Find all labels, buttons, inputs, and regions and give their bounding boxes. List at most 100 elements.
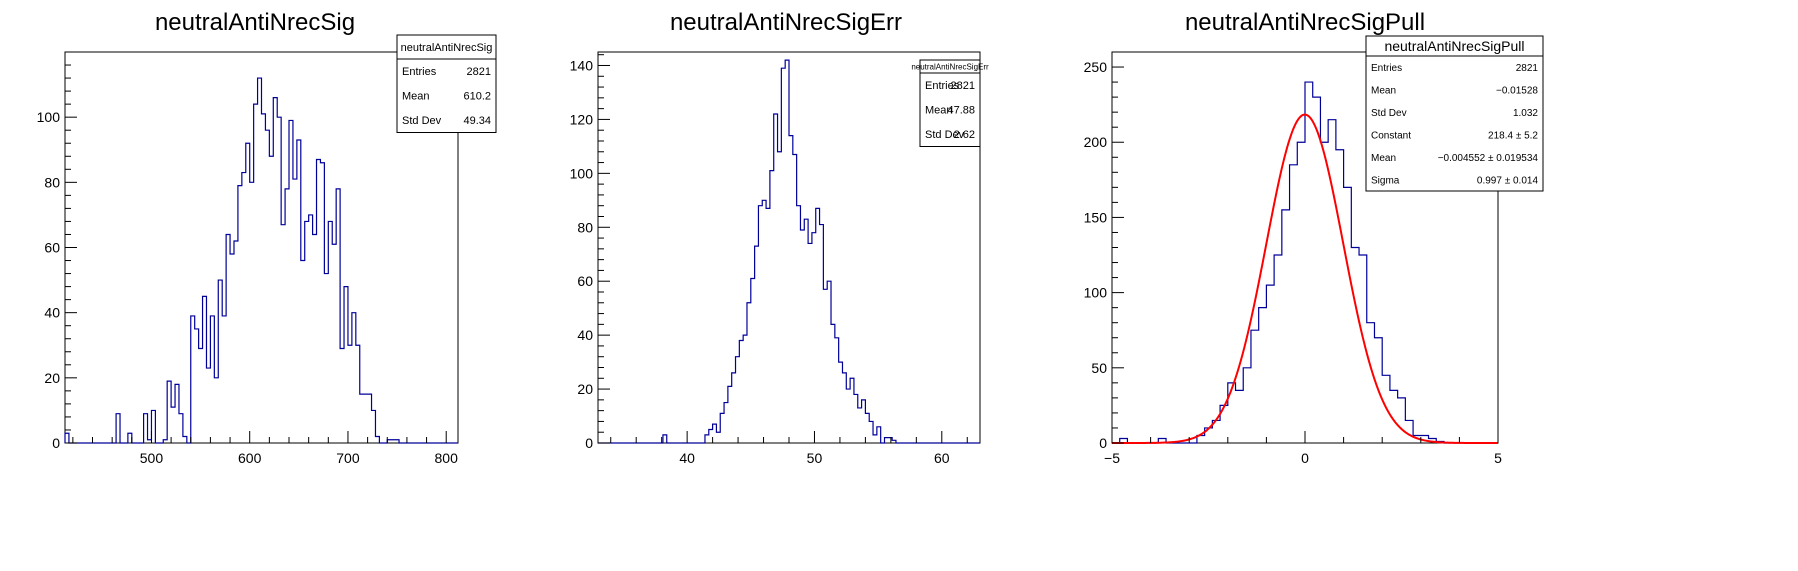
y-tick-label: 40 xyxy=(577,327,593,343)
x-tick-label: 500 xyxy=(140,450,164,466)
histogram-bin xyxy=(1282,210,1290,443)
y-tick-label: 100 xyxy=(37,109,61,125)
histogram-bin xyxy=(789,136,793,443)
histogram-bin xyxy=(273,98,277,443)
histogram-bin xyxy=(1251,330,1259,443)
histogram-bin xyxy=(195,329,199,443)
histogram-bin xyxy=(1320,142,1328,443)
histogram-bin xyxy=(758,206,762,443)
histogram-bin xyxy=(163,440,167,443)
histogram-bin xyxy=(352,313,356,443)
histogram-bin xyxy=(850,378,854,443)
histogram-bin xyxy=(827,281,831,443)
histogram-bin xyxy=(222,316,226,443)
histogram-bin xyxy=(716,432,720,443)
histogram-bin xyxy=(1367,323,1375,443)
stats-box-frame xyxy=(919,59,981,147)
histogram-bin xyxy=(144,414,148,443)
histogram-bin xyxy=(858,408,862,443)
histogram-bin xyxy=(199,349,203,443)
stats-label: Sigma xyxy=(1371,175,1400,186)
stats-value: 2821 xyxy=(951,80,975,92)
histogram-bin xyxy=(242,173,246,443)
histogram-bin xyxy=(1297,142,1305,443)
stats-label: Mean xyxy=(1371,153,1396,164)
histogram-bin xyxy=(793,154,797,443)
histogram-bin xyxy=(869,421,873,443)
stats-value: 0.997 ± 0.014 xyxy=(1477,175,1539,186)
histogram-bin xyxy=(785,60,789,443)
y-tick-label: 100 xyxy=(570,165,594,181)
x-tick-label: 600 xyxy=(238,450,262,466)
histogram-bin xyxy=(336,189,340,443)
histogram-bin xyxy=(873,435,877,443)
histogram-bin xyxy=(230,254,234,443)
histogram-bin xyxy=(293,179,297,443)
stats-label: Std Dev xyxy=(1371,108,1407,119)
stats-label: Constant xyxy=(1371,130,1411,141)
stats-value: −0.004552 ± 0.019534 xyxy=(1438,153,1539,164)
histogram-bin xyxy=(888,438,892,443)
histogram-bin xyxy=(203,296,207,443)
histogram-bin xyxy=(766,208,770,443)
y-tick-label: 0 xyxy=(52,435,60,451)
gaussian-fit-line xyxy=(1112,113,1498,444)
histogram-bin xyxy=(1290,165,1298,443)
histogram-bin xyxy=(313,234,317,443)
histogram-bin xyxy=(372,410,376,443)
histogram-bin xyxy=(391,440,395,443)
histogram-bin xyxy=(816,208,820,443)
histogram-series xyxy=(1112,81,1498,444)
histogram-bin xyxy=(797,206,801,443)
y-tick-label: 60 xyxy=(577,273,593,289)
histogram-bin xyxy=(823,289,827,443)
histogram-panel-2: neutralAntiNrecSigErr 40 50 60 0 20 40 60 80 100 1… xyxy=(570,9,989,466)
stats-label: Entries xyxy=(925,80,960,92)
histogram-bin xyxy=(1398,398,1406,443)
histogram-bin xyxy=(728,386,732,443)
histogram-bin xyxy=(179,414,183,443)
histogram-bin xyxy=(732,373,736,443)
histogram-bin xyxy=(226,234,230,443)
histogram-bin xyxy=(206,368,210,443)
histogram-bin xyxy=(808,243,812,443)
stats-label: Mean xyxy=(925,105,953,117)
stats-value: 49.34 xyxy=(463,115,491,127)
histogram-bin xyxy=(246,143,250,443)
stats-label: Mean xyxy=(402,91,430,103)
y-tick-label: 100 xyxy=(1084,285,1108,301)
y-tick-label: 120 xyxy=(570,111,594,127)
stats-value: 2821 xyxy=(467,66,491,78)
histogram-bin xyxy=(1274,255,1282,443)
chart-title: neutralAntiNrecSigPull xyxy=(1185,9,1425,36)
stats-header: neutralAntiNrecSig xyxy=(401,42,493,54)
histogram-bin xyxy=(128,433,132,443)
histogram-bin xyxy=(368,394,372,443)
stats-header: neutralAntiNrecSigPull xyxy=(1384,38,1524,54)
histogram-bin xyxy=(191,316,195,443)
histogram-bin xyxy=(1328,120,1336,443)
histogram-bin xyxy=(1336,150,1344,443)
histogram-bin xyxy=(281,225,285,443)
histogram-bin xyxy=(762,200,766,443)
stats-label: Std Dev xyxy=(402,115,442,127)
histogram-bin xyxy=(262,114,266,443)
y-tick-label: 50 xyxy=(1091,360,1107,376)
histogram-bin xyxy=(214,378,218,443)
histogram-bin xyxy=(328,221,332,443)
histogram-bin xyxy=(1344,187,1352,443)
histogram-bin xyxy=(171,407,175,443)
histogram-bin xyxy=(877,427,881,443)
histogram-bin xyxy=(865,413,869,443)
stats-value: 1.032 xyxy=(1513,108,1538,119)
histogram-bin xyxy=(705,435,709,443)
histogram-bin xyxy=(770,171,774,443)
histogram-bin xyxy=(297,140,301,443)
histogram-bin xyxy=(116,414,120,443)
histogram-bin xyxy=(800,230,804,443)
y-tick-label: 0 xyxy=(1099,435,1107,451)
histogram-bin xyxy=(265,130,269,443)
histogram-bin xyxy=(218,280,222,443)
